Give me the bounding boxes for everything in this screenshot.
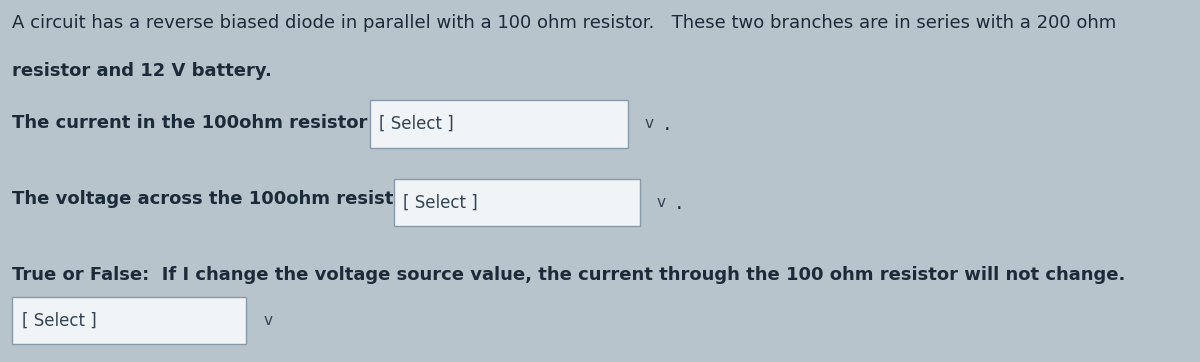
Text: [ Select ]: [ Select ] (22, 311, 96, 329)
FancyBboxPatch shape (12, 297, 246, 344)
FancyBboxPatch shape (370, 100, 628, 148)
Text: The current in the 100ohm resistor is: The current in the 100ohm resistor is (12, 114, 390, 132)
Text: v: v (644, 117, 654, 131)
Text: resistor and 12 V battery.: resistor and 12 V battery. (12, 62, 272, 80)
Text: True or False:  If I change the voltage source value, the current through the 10: True or False: If I change the voltage s… (12, 266, 1126, 284)
Text: .: . (664, 114, 671, 134)
Text: A circuit has a reverse biased diode in parallel with a 100 ohm resistor.   Thes: A circuit has a reverse biased diode in … (12, 14, 1116, 33)
Text: v: v (656, 195, 666, 210)
Text: [ Select ]: [ Select ] (379, 115, 454, 133)
Text: v: v (263, 313, 272, 328)
Text: The voltage across the 100ohm resistor is: The voltage across the 100ohm resistor i… (12, 190, 438, 208)
Text: .: . (676, 193, 683, 213)
Text: [ Select ]: [ Select ] (403, 194, 478, 212)
FancyBboxPatch shape (394, 179, 640, 226)
